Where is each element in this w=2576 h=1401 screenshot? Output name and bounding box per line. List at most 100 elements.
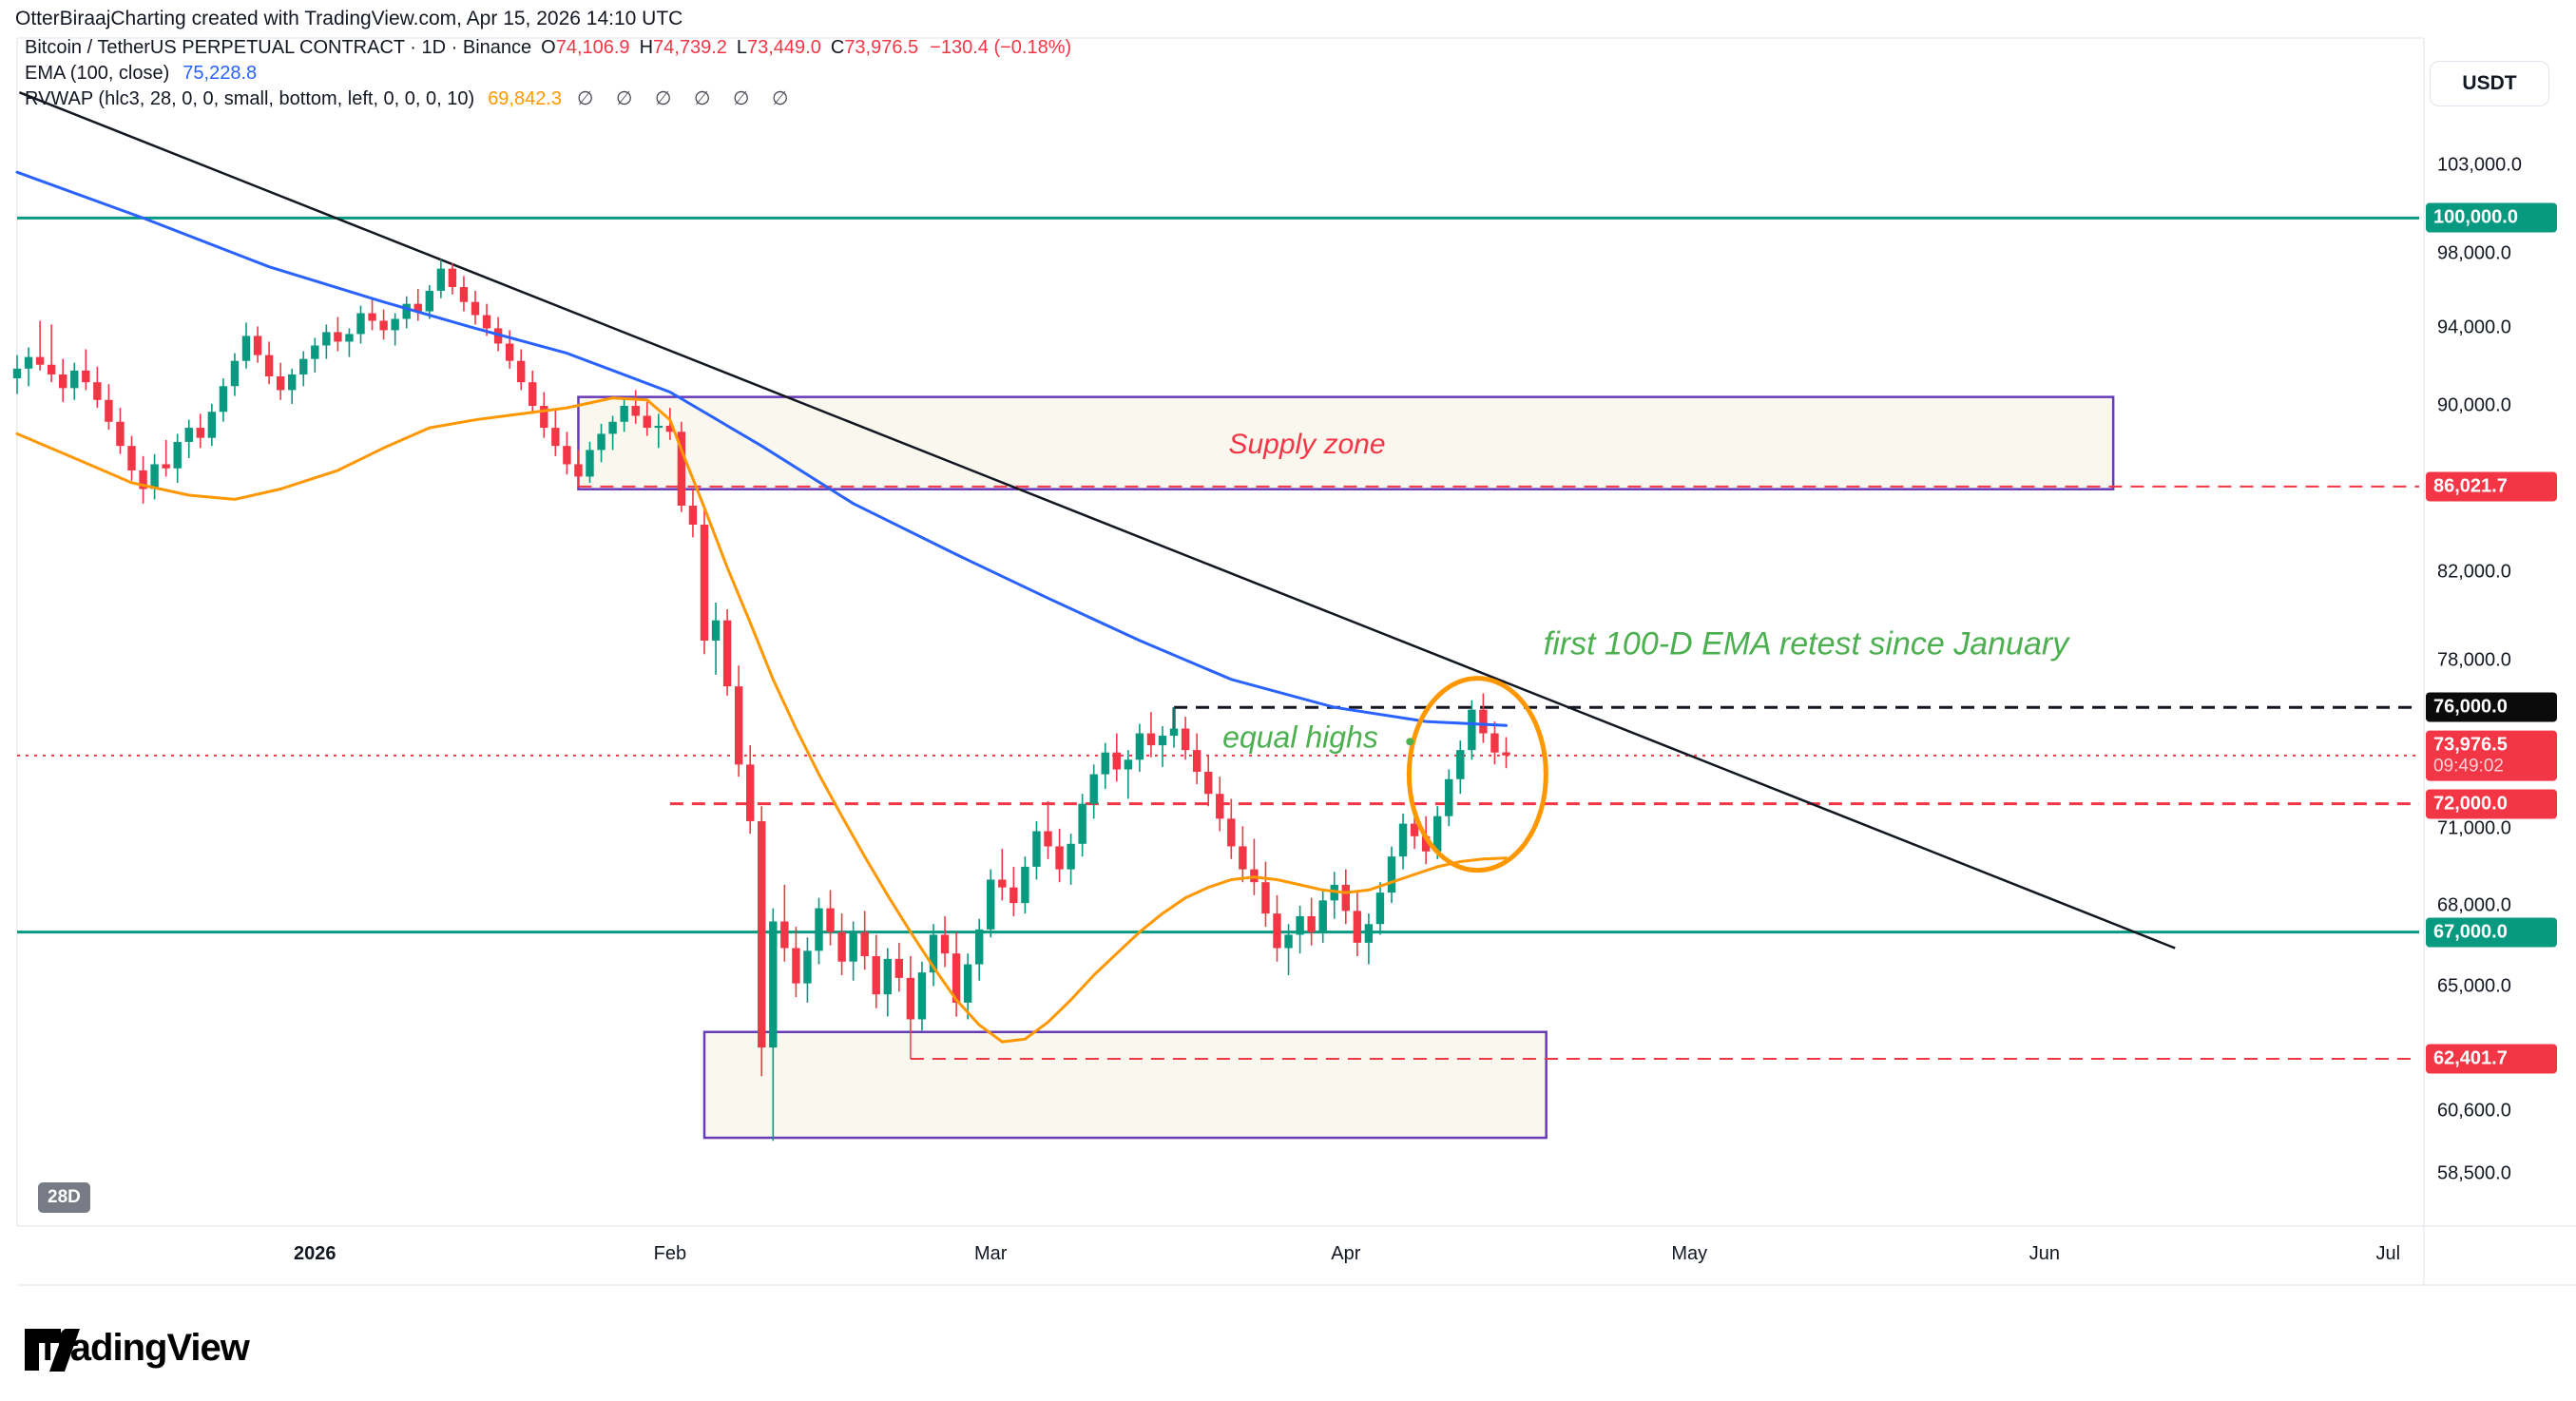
candle-body[interactable] <box>196 428 204 438</box>
candle-body[interactable] <box>849 931 857 962</box>
candle-body[interactable] <box>1445 778 1453 816</box>
candle-body[interactable] <box>1341 884 1350 912</box>
candle-body[interactable] <box>1169 728 1179 737</box>
rvwap-indicator-row[interactable]: RVWAP (hlc3, 28, 0, 0, small, bottom, le… <box>25 89 1071 108</box>
ema-retest-circle[interactable] <box>1406 676 1548 873</box>
candle-body[interactable] <box>1055 846 1064 870</box>
candle-body[interactable] <box>1135 733 1144 760</box>
candle-body[interactable] <box>780 921 789 949</box>
candle-body[interactable] <box>334 332 342 342</box>
time-axis-label-apr[interactable]: Apr <box>1331 1243 1361 1264</box>
candle-body[interactable] <box>1490 733 1499 753</box>
candle-body[interactable] <box>1021 866 1029 904</box>
candle-body[interactable] <box>1284 934 1293 949</box>
candle-body[interactable] <box>551 428 560 447</box>
candle-body[interactable] <box>1067 843 1075 870</box>
candle-body[interactable] <box>998 879 1007 888</box>
candle-body[interactable] <box>162 464 170 469</box>
candle-body[interactable] <box>597 433 606 451</box>
time-axis-label-feb[interactable]: Feb <box>653 1243 687 1264</box>
candle-body[interactable] <box>872 956 880 995</box>
candle-body[interactable] <box>345 334 354 342</box>
candle-body[interactable] <box>963 964 972 1003</box>
candle-body[interactable] <box>894 958 904 978</box>
candle-body[interactable] <box>665 425 675 432</box>
candle-body[interactable] <box>173 441 182 469</box>
candle-body[interactable] <box>105 399 113 422</box>
candle-body[interactable] <box>1044 831 1052 847</box>
candle-body[interactable] <box>35 356 45 365</box>
candle-body[interactable] <box>436 268 446 291</box>
candle-body[interactable] <box>1261 882 1270 914</box>
candle-body[interactable] <box>711 620 721 641</box>
candle-body[interactable] <box>677 432 686 507</box>
candle-body[interactable] <box>940 934 950 954</box>
ema-retest-annotation[interactable]: first 100-D EMA retest since January <box>1543 625 2069 662</box>
candle-body[interactable] <box>883 958 892 995</box>
candle-body[interactable] <box>12 368 22 379</box>
candle-body[interactable] <box>1307 915 1316 932</box>
candle-body[interactable] <box>1181 728 1190 751</box>
candle-body[interactable] <box>540 406 548 429</box>
candle-body[interactable] <box>1273 913 1281 949</box>
candle-body[interactable] <box>1502 752 1510 756</box>
candle-body[interactable] <box>1318 900 1327 932</box>
candle-body[interactable] <box>1433 816 1442 852</box>
candle-body[interactable] <box>1387 856 1396 893</box>
candle-body[interactable] <box>586 450 594 477</box>
candle-body[interactable] <box>803 950 812 984</box>
candle-body[interactable] <box>127 446 136 470</box>
candle-body[interactable] <box>413 303 422 312</box>
candle-body[interactable] <box>459 287 469 302</box>
candle-body[interactable] <box>276 375 285 391</box>
time-axis-label-jul[interactable]: Jul <box>2375 1243 2401 1264</box>
candle-body[interactable] <box>47 364 56 374</box>
candle-body[interactable] <box>952 953 961 1003</box>
time-axis-label-mar[interactable]: Mar <box>974 1243 1008 1264</box>
candle-body[interactable] <box>734 686 743 765</box>
candle-body[interactable] <box>1032 831 1041 867</box>
candle-body[interactable] <box>219 386 228 413</box>
time-axis-label-may[interactable]: May <box>1671 1243 1708 1264</box>
candle-body[interactable] <box>1227 818 1236 847</box>
candle-body[interactable] <box>70 370 79 389</box>
candle-body[interactable] <box>529 382 537 407</box>
candle-body[interactable] <box>482 315 491 329</box>
candle-body[interactable] <box>1398 823 1408 857</box>
candle-body[interactable] <box>230 360 240 387</box>
candle-body[interactable] <box>1468 709 1476 751</box>
candle-body[interactable] <box>1296 915 1304 935</box>
candle-body[interactable] <box>116 421 125 447</box>
rvwap-label[interactable]: RVWAP (hlc3, 28, 0, 0, small, bottom, le… <box>25 88 475 109</box>
ema-label[interactable]: EMA (100, close) <box>25 63 170 84</box>
candle-body[interactable] <box>471 301 480 316</box>
symbol-title[interactable]: Bitcoin / TetherUS PERPETUAL CONTRACT · … <box>25 37 532 58</box>
candle-body[interactable] <box>505 343 514 361</box>
rvwap-line[interactable] <box>15 396 1508 1044</box>
candle-body[interactable] <box>1089 774 1098 804</box>
candle-body[interactable] <box>402 303 411 319</box>
time-axis-label-2026[interactable]: 2026 <box>294 1243 336 1264</box>
candle-body[interactable] <box>860 931 869 957</box>
candle-body[interactable] <box>253 336 262 355</box>
candle-body[interactable] <box>722 620 732 687</box>
candle-body[interactable] <box>59 374 67 389</box>
candle-body[interactable] <box>1078 803 1086 844</box>
candle-body[interactable] <box>746 764 755 821</box>
candle-body[interactable] <box>929 934 938 973</box>
candle-body[interactable] <box>288 374 297 391</box>
supply-zone-annotation[interactable]: Supply zone <box>1228 429 1386 460</box>
candle-body[interactable] <box>1353 911 1362 943</box>
candle-body[interactable] <box>368 313 376 321</box>
demand-zone-box[interactable] <box>702 1030 1548 1140</box>
candle-body[interactable] <box>1479 709 1488 734</box>
candle-body[interactable] <box>241 336 251 361</box>
currency-toggle-button[interactable]: USDT <box>2430 61 2549 106</box>
candle-body[interactable] <box>574 464 583 477</box>
candle-body[interactable] <box>837 931 846 962</box>
candle-body[interactable] <box>356 313 365 335</box>
candle-body[interactable] <box>620 406 628 422</box>
candle-body[interactable] <box>917 972 927 1020</box>
candle-body[interactable] <box>815 908 823 951</box>
candle-body[interactable] <box>1421 835 1431 852</box>
